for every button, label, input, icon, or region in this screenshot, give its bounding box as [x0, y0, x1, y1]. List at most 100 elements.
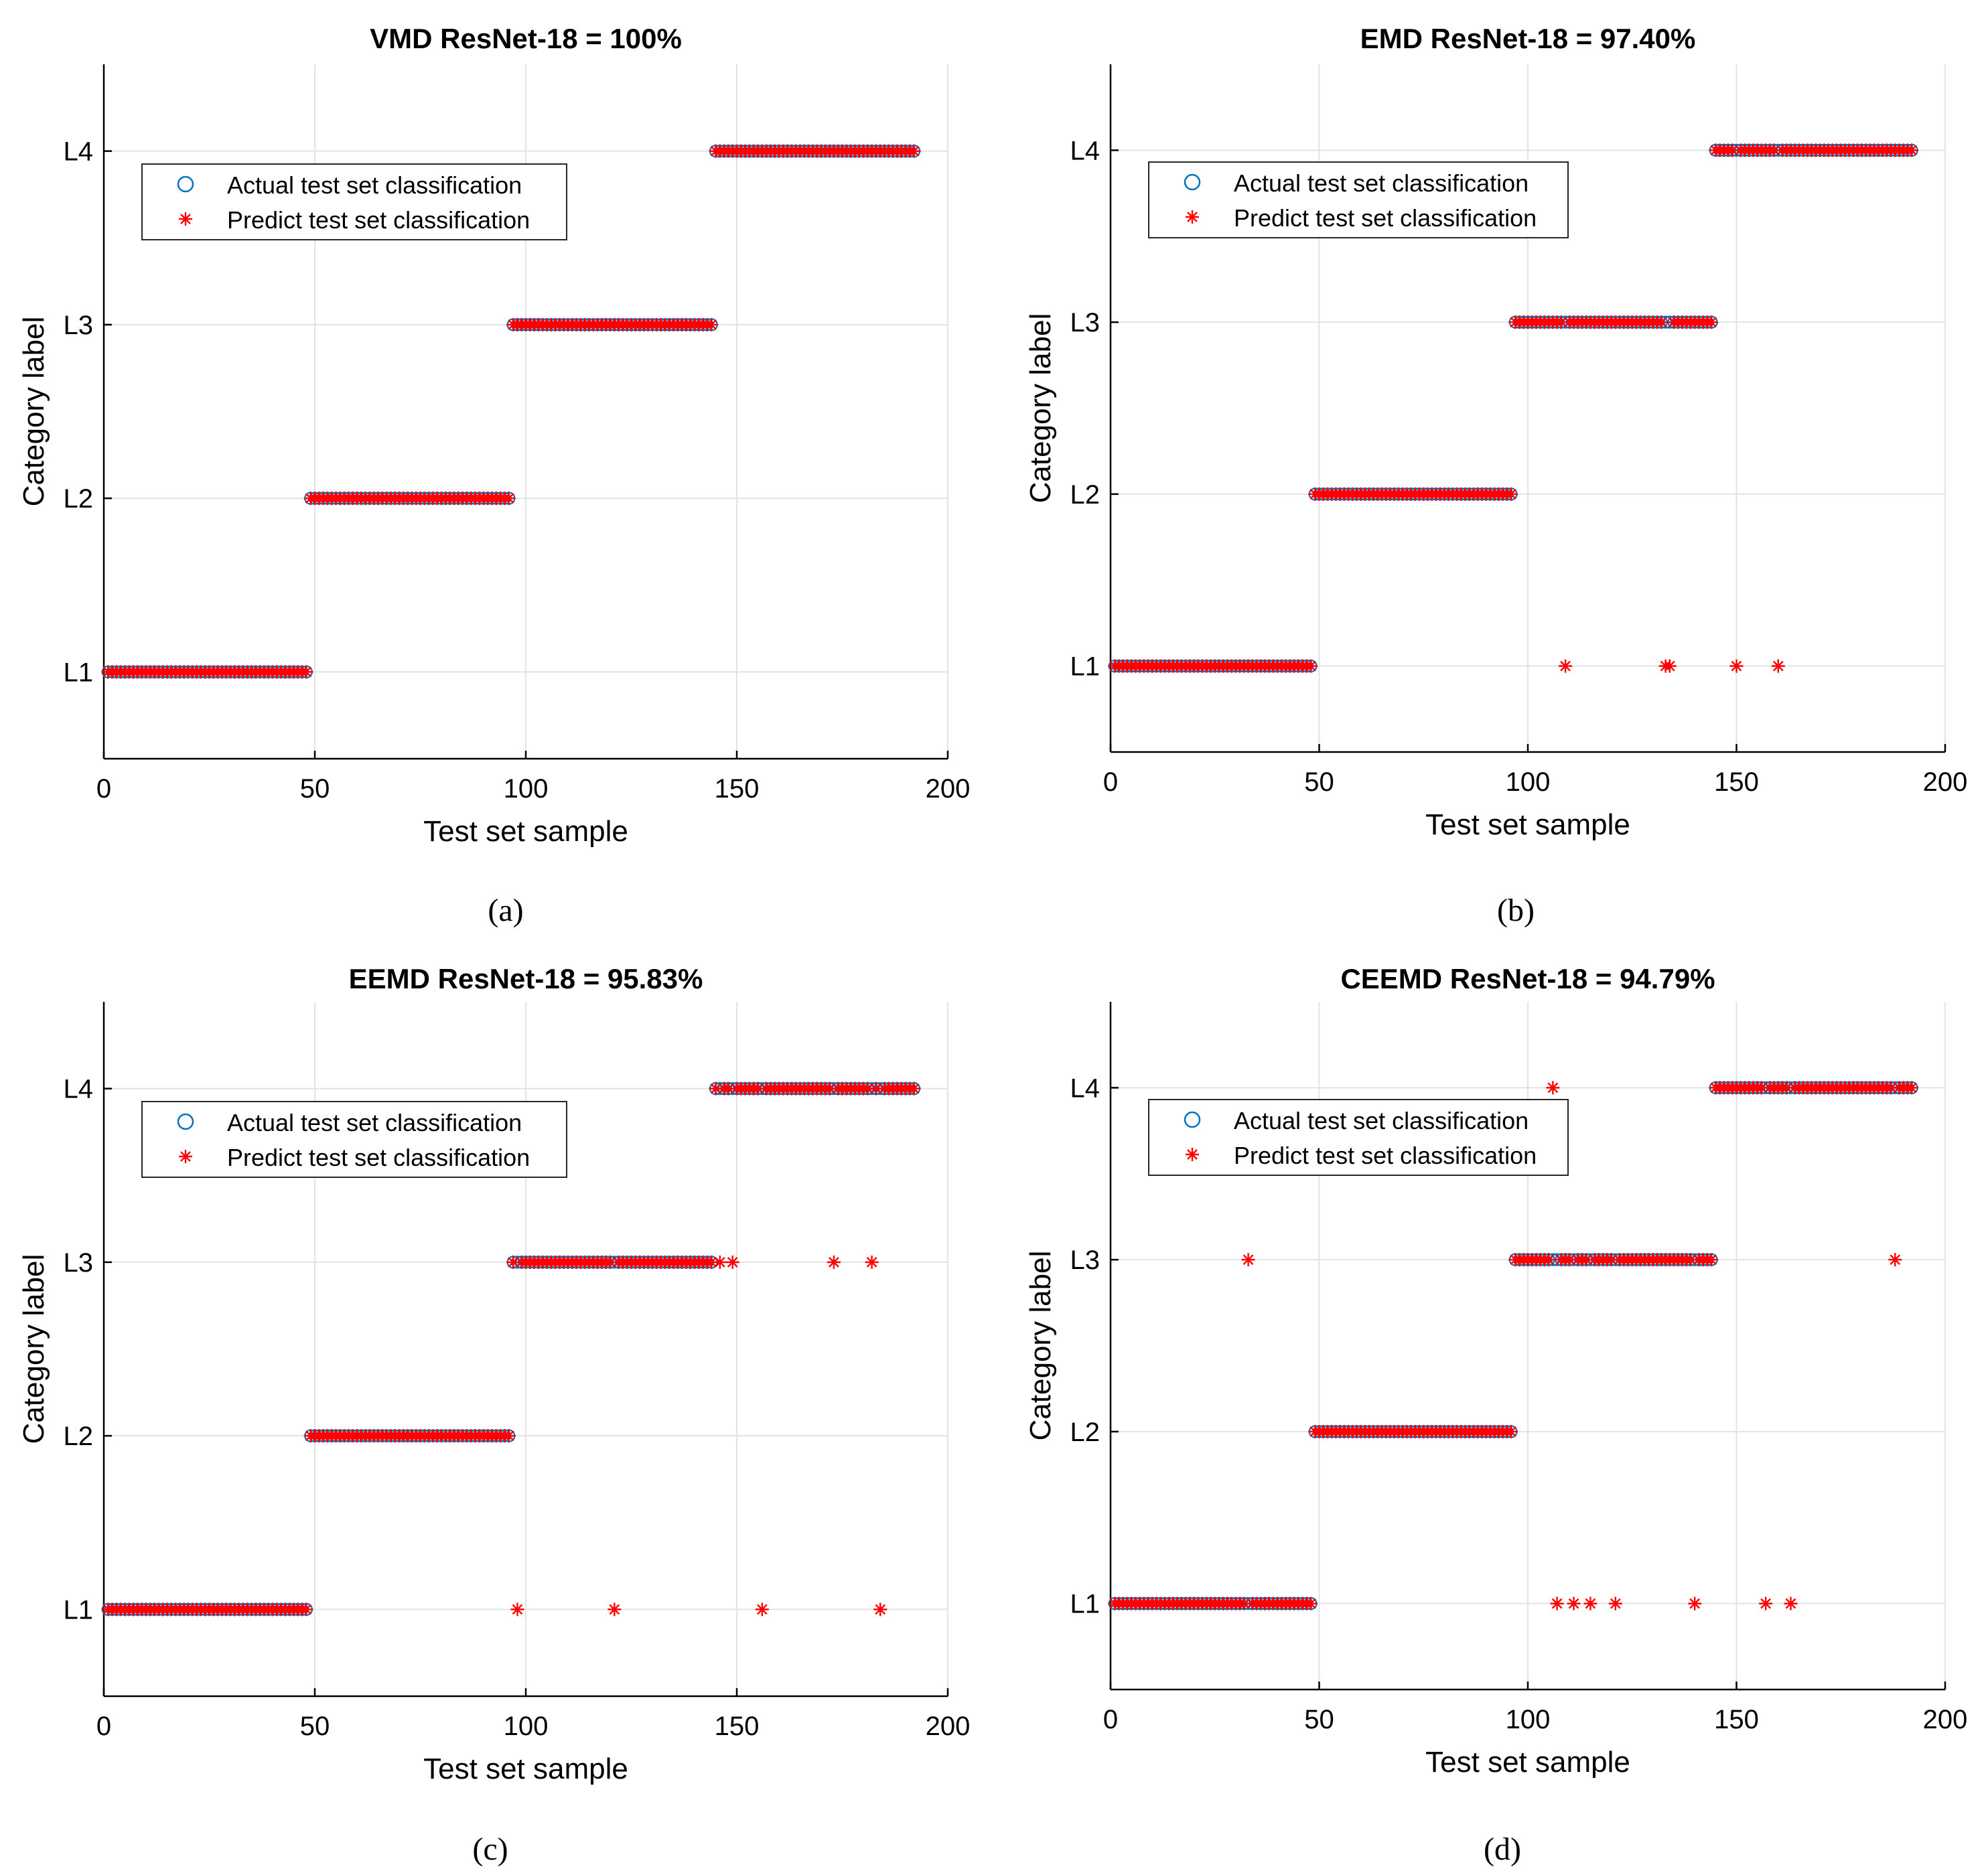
predicted-point-stroke	[1886, 1082, 1896, 1094]
predicted-point-stroke	[1581, 1254, 1592, 1265]
x-tick-label: 50	[300, 1712, 330, 1741]
predicted-point-stroke	[1760, 1598, 1771, 1609]
predicted-point	[705, 1255, 719, 1269]
predicted-point	[1608, 1596, 1622, 1610]
y-tick-label: L4	[1070, 136, 1100, 165]
predicted-point-stroke	[1547, 1082, 1559, 1094]
x-tick-label: 50	[1304, 767, 1334, 797]
legend-predict-label: Predict test set classification	[227, 206, 530, 234]
predicted-point-stroke	[714, 1257, 725, 1268]
predicted-point	[709, 1081, 723, 1096]
y-axis-label: Category label	[17, 1254, 50, 1444]
predicted-point	[1304, 1596, 1318, 1610]
legend-predict-marker	[179, 212, 192, 226]
predicted-point-stroke	[752, 1083, 764, 1094]
predicted-point	[873, 1602, 888, 1617]
x-tick-label: 100	[1506, 767, 1551, 797]
predicted-point-stroke	[1506, 1426, 1516, 1437]
x-tick-label: 100	[1506, 1705, 1551, 1734]
predicted-point-stroke	[609, 1604, 620, 1615]
x-axis-label: Test set sample	[1425, 808, 1630, 841]
y-tick-label: L2	[1070, 1418, 1100, 1447]
chart-title: CEEMD ResNet-18 = 94.79%	[1340, 963, 1715, 994]
predicted-point	[510, 1602, 524, 1617]
x-tick-label: 0	[1103, 767, 1118, 797]
predicted-point-stroke	[1506, 489, 1516, 500]
y-axis-label: Category label	[1024, 1251, 1057, 1441]
predicted-point	[865, 1255, 879, 1269]
legend-box	[1148, 1099, 1569, 1176]
predicted-point	[1888, 1253, 1902, 1267]
predicted-point-stroke	[824, 1083, 835, 1094]
predicted-point-stroke	[1664, 660, 1675, 672]
y-tick-label: L1	[64, 1595, 94, 1625]
chart-panel-2: EMD ResNet-18 = 97.40% 0 50 100 150 200 L1 L2 L3…	[1024, 23, 1967, 928]
chart-title: EMD ResNet-18 = 97.40%	[1360, 23, 1696, 54]
predicted-point	[1784, 1596, 1798, 1610]
predicted-point	[1304, 659, 1318, 673]
predicted-point	[751, 1081, 765, 1096]
predicted-point-stroke	[1890, 1254, 1901, 1265]
legend-box	[141, 163, 567, 240]
predicted-point-stroke	[1585, 1598, 1596, 1609]
chart-title: VMD ResNet-18 = 100%	[370, 23, 682, 54]
predicted-point-stroke	[1906, 1082, 1918, 1094]
predicted-point-stroke	[1238, 1598, 1250, 1609]
predicted-point	[907, 144, 921, 158]
predicted-point	[1567, 1596, 1581, 1610]
x-tick-label: 100	[504, 774, 549, 804]
predicted-point	[1905, 143, 1919, 157]
predicted-point	[755, 1602, 769, 1617]
legend: Actual test set classification Predict te…	[1148, 1099, 1569, 1176]
x-tick-label: 150	[715, 1712, 760, 1741]
y-tick-label: L1	[64, 658, 94, 687]
predicted-point-stroke	[1610, 1598, 1621, 1609]
predicted-point	[502, 492, 516, 506]
predicted-point	[1759, 1596, 1773, 1610]
legend: Actual test set classification Predict te…	[141, 1101, 567, 1178]
legend-actual-marker	[177, 175, 194, 193]
predicted-point	[608, 1602, 622, 1617]
predicted-point	[299, 665, 313, 679]
predicted-point-stroke	[301, 666, 312, 678]
predicted-point	[1688, 1596, 1702, 1610]
x-tick-label: 150	[1714, 1705, 1759, 1734]
y-tick-label: L4	[64, 137, 94, 167]
predicted-point-stroke	[512, 1604, 523, 1615]
legend: Actual test set classification Predict te…	[141, 163, 567, 240]
predicted-point-stroke	[1772, 660, 1784, 672]
predicted-point-stroke	[756, 1604, 768, 1615]
y-tick-label: L3	[1070, 308, 1100, 338]
y-tick-label: L2	[64, 484, 94, 514]
legend-actual-label: Actual test set classification	[1234, 1107, 1529, 1134]
legend-box	[1148, 161, 1569, 238]
x-axis-label: Test set sample	[1425, 1746, 1630, 1779]
predicted-point-stroke	[723, 1083, 734, 1094]
x-tick-label: 0	[96, 1712, 111, 1741]
predicted-point-stroke	[1543, 1254, 1554, 1265]
y-tick-label: L4	[1070, 1073, 1100, 1103]
predicted-point	[1905, 1081, 1919, 1095]
predicted-point	[1241, 1253, 1255, 1267]
x-tick-label: 200	[1923, 767, 1968, 797]
x-tick-label: 200	[926, 1712, 971, 1741]
predicted-point-stroke	[1568, 1598, 1579, 1609]
panel-label: (d)	[1484, 1831, 1521, 1867]
predicted-point-stroke	[1560, 660, 1571, 672]
legend-predict-marker-stroke	[180, 214, 191, 224]
predicted-point	[725, 1255, 739, 1269]
predicted-point-stroke	[1685, 1254, 1696, 1265]
predicted-point	[1662, 659, 1677, 673]
predicted-point	[713, 1255, 727, 1269]
predicted-point	[1705, 315, 1719, 329]
legend-predict-marker-stroke	[1187, 1149, 1198, 1160]
x-tick-label: 0	[96, 774, 111, 804]
y-tick-label: L2	[64, 1422, 94, 1451]
x-tick-label: 200	[1923, 1705, 1968, 1734]
predicted-point	[1729, 659, 1744, 673]
y-tick-label: L3	[64, 1248, 94, 1278]
predicted-point-stroke	[1731, 660, 1742, 672]
predicted-point	[907, 1081, 921, 1096]
predicted-point	[299, 1602, 313, 1617]
